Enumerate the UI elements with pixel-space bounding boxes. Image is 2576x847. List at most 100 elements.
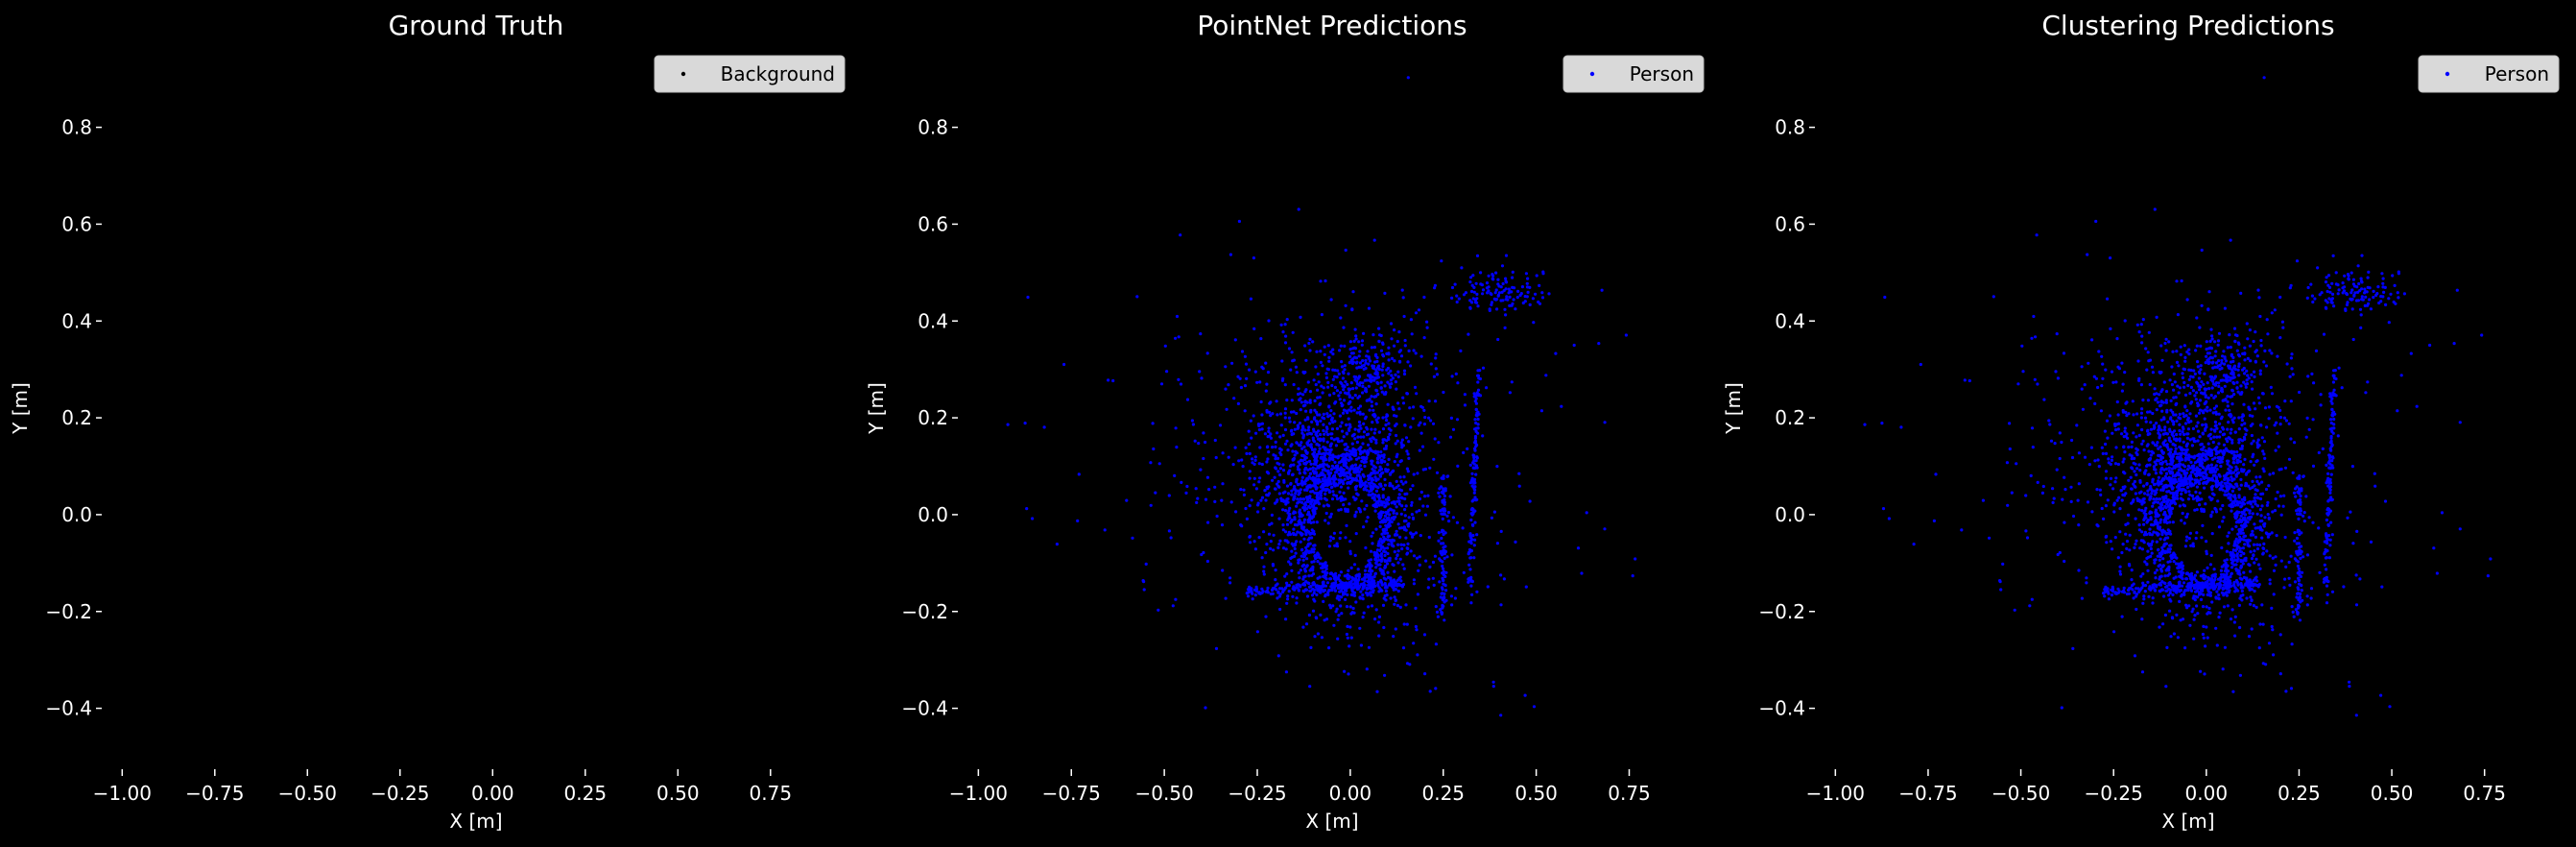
scatter-point: [2255, 459, 2259, 463]
scatter-point: [1371, 333, 1375, 337]
scatter-point: [1288, 420, 1292, 424]
scatter-point: [1351, 577, 1355, 581]
scatter-point: [2142, 522, 2146, 526]
scatter-point: [1345, 582, 1348, 586]
scatter-point: [2234, 548, 2238, 553]
scatter-point: [2150, 543, 2154, 546]
scatter-point: [1355, 360, 1359, 364]
scatter-point: [1380, 461, 1384, 465]
scatter-point: [1310, 573, 1314, 577]
scatter-point: [1364, 366, 1368, 371]
scatter-point: [1438, 557, 1442, 561]
scatter-point: [1314, 506, 1318, 511]
scatter-point: [1204, 497, 1208, 501]
scatter-point: [1363, 389, 1368, 393]
scatter-point: [1411, 484, 1415, 488]
scatter-point: [2157, 447, 2160, 450]
scatter-point: [1354, 510, 1358, 514]
legend-marker: [680, 71, 686, 77]
scatter-point: [1403, 344, 1407, 348]
scatter-point: [1398, 583, 1402, 588]
scatter-point: [2227, 467, 2230, 472]
scatter-point: [1279, 498, 1283, 503]
scatter-point: [1322, 599, 1325, 604]
scatter-point: [2244, 519, 2248, 522]
scatter-point: [1395, 414, 1398, 418]
scatter-point: [2172, 632, 2176, 636]
scatter-point: [1437, 491, 1441, 495]
scatter-point: [1395, 452, 1399, 456]
scatter-point: [2227, 421, 2230, 424]
scatter-point: [1376, 375, 1380, 379]
scatter-point: [1278, 593, 1282, 596]
scatter-point: [1297, 493, 1300, 496]
scatter-point: [1495, 307, 1499, 311]
scatter-point: [1367, 432, 1371, 436]
scatter-point: [1507, 287, 1511, 291]
scatter-point: [2132, 413, 2135, 417]
scatter-point: [2210, 467, 2214, 471]
scatter-point: [2208, 471, 2213, 474]
scatter-point: [1349, 593, 1353, 597]
scatter-point: [1233, 446, 1237, 449]
scatter-point: [2211, 411, 2215, 415]
scatter-point: [1231, 463, 1235, 467]
scatter-point: [2069, 499, 2073, 504]
scatter-point: [1300, 441, 1303, 445]
scatter-point: [2182, 476, 2186, 480]
scatter-point: [2130, 501, 2134, 505]
scatter-point: [2229, 395, 2232, 399]
scatter-point: [2193, 586, 2197, 591]
scatter-point: [1266, 445, 1270, 448]
scatter-point: [1329, 418, 1334, 422]
scatter-point: [1473, 301, 1478, 304]
scatter-point: [2025, 536, 2030, 540]
scatter-point: [1076, 519, 1080, 523]
scatter-point: [2137, 523, 2141, 527]
scatter-point: [1373, 376, 1377, 380]
scatter-point: [1296, 497, 1300, 501]
scatter-point: [2135, 424, 2139, 427]
scatter-point: [1282, 478, 1286, 483]
scatter-point: [1381, 362, 1385, 366]
scatter-point: [1157, 608, 1160, 612]
scatter-point: [1323, 432, 1326, 436]
scatter-point: [1304, 588, 1308, 592]
scatter-point: [1419, 490, 1423, 495]
scatter-point: [2239, 553, 2243, 558]
scatter-point: [1239, 523, 1243, 527]
scatter-point: [1534, 292, 1538, 296]
scatter-point: [1469, 601, 1473, 605]
scatter-point: [2112, 501, 2116, 505]
scatter-point: [1407, 456, 1411, 460]
scatter-point: [1371, 531, 1375, 535]
scatter-point: [1290, 580, 1294, 584]
scatter-point: [2134, 543, 2137, 546]
scatter-point: [1312, 520, 1316, 524]
scatter-point: [1165, 370, 1169, 374]
scatter-point: [1355, 440, 1359, 445]
scatter-point: [1387, 516, 1391, 520]
scatter-point: [2193, 461, 2197, 465]
scatter-point: [1467, 332, 1470, 336]
scatter-point: [1357, 424, 1361, 428]
scatter-point: [1401, 563, 1405, 567]
scatter-point: [1331, 537, 1335, 541]
scatter-point: [2239, 514, 2243, 519]
scatter-point: [2239, 537, 2243, 542]
scatter-point: [1312, 544, 1316, 547]
scatter-point: [2184, 515, 2188, 520]
scatter-point: [2185, 482, 2189, 486]
scatter-point: [2183, 422, 2188, 425]
scatter-point: [2156, 441, 2159, 445]
scatter-point: [2230, 608, 2234, 612]
scatter-point: [2142, 496, 2146, 501]
scatter-point: [1337, 394, 1341, 398]
scatter-point: [1298, 468, 1301, 472]
scatter-point: [1371, 436, 1374, 440]
scatter-point: [1540, 291, 1544, 295]
scatter-point: [1289, 368, 1293, 372]
scatter-point: [1367, 481, 1371, 485]
scatter-point: [1502, 577, 1506, 581]
scatter-point: [1470, 507, 1474, 511]
